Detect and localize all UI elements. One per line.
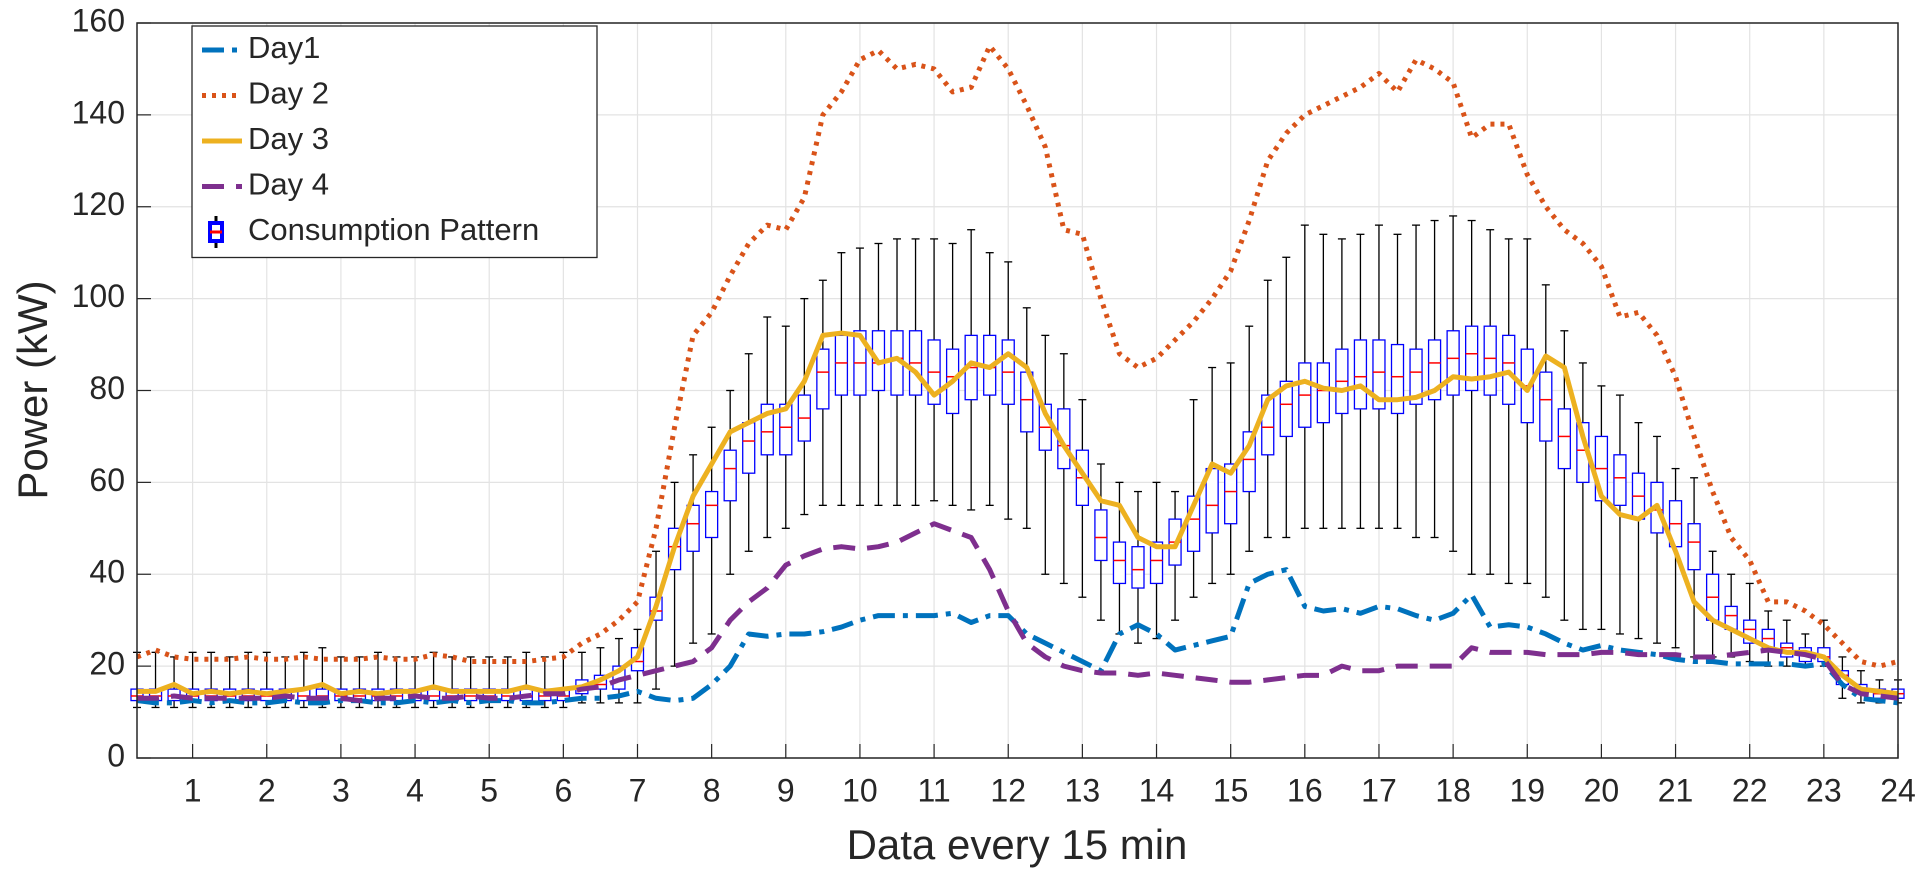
y-tick-label: 40 xyxy=(89,554,125,590)
x-tick-label: 3 xyxy=(332,772,350,808)
x-tick-label: 12 xyxy=(990,772,1026,808)
x-tick-label: 16 xyxy=(1287,772,1323,808)
box xyxy=(1446,330,1460,396)
legend-box xyxy=(191,25,598,259)
line xyxy=(136,43,1899,669)
box xyxy=(779,403,793,456)
box xyxy=(1557,408,1571,470)
x-tick-label: 23 xyxy=(1806,772,1842,808)
legend: Day1 Day 2 Day 3 Day 4 Consumption Pattern xyxy=(191,25,598,259)
legend-label: Day 3 xyxy=(248,121,329,156)
x-tick-label: 19 xyxy=(1509,772,1545,808)
x-tick-label: 9 xyxy=(777,772,795,808)
y-tick-label: 80 xyxy=(89,370,125,406)
box xyxy=(1316,362,1331,424)
box xyxy=(1539,371,1553,442)
box xyxy=(1353,339,1368,410)
box xyxy=(1372,339,1386,410)
axes-frame xyxy=(136,22,1899,759)
plot-area xyxy=(130,43,1905,709)
legend-label: Consumption Pattern xyxy=(248,212,539,247)
x-axis-label: Data every 15 min xyxy=(847,821,1188,868)
x-tick-label: 8 xyxy=(703,772,721,808)
x-tick-label: 14 xyxy=(1139,772,1175,808)
y-tick-label: 20 xyxy=(89,646,125,682)
y-tick-label: 160 xyxy=(72,2,125,38)
box xyxy=(1613,454,1627,506)
x-tick-label: 11 xyxy=(917,772,950,808)
box xyxy=(1687,523,1701,571)
x-tick-label: 24 xyxy=(1880,772,1916,808)
x-tick-label: 5 xyxy=(480,772,498,808)
box xyxy=(686,504,700,552)
x-tick-label: 4 xyxy=(406,772,424,808)
box xyxy=(1224,463,1238,525)
line xyxy=(137,330,1899,697)
y-tick-label: 100 xyxy=(72,278,125,314)
y-tick-label: 120 xyxy=(72,186,125,222)
box xyxy=(834,334,849,396)
x-tick-label: 10 xyxy=(842,772,878,808)
x-tick-label: 20 xyxy=(1584,772,1620,808)
y-tick-label: 0 xyxy=(107,737,125,773)
box xyxy=(742,422,756,474)
legend-label: Day1 xyxy=(248,30,320,65)
x-tick-label: 18 xyxy=(1435,772,1471,808)
box xyxy=(1390,343,1405,415)
x-tick-label: 15 xyxy=(1213,772,1249,808)
legend-label: Day 4 xyxy=(248,167,329,202)
x-tick-label: 22 xyxy=(1732,772,1768,808)
line xyxy=(137,521,1899,704)
x-tick-label: 13 xyxy=(1065,772,1101,808)
x-tick-label: 7 xyxy=(629,772,647,808)
x-tick-label: 6 xyxy=(554,772,572,808)
y-tick-label: 140 xyxy=(72,94,125,130)
box xyxy=(1409,348,1423,405)
y-tick-label: 60 xyxy=(89,462,125,498)
y-axis-label: Power (kW) xyxy=(9,280,56,499)
x-tick-label: 2 xyxy=(258,772,276,808)
box xyxy=(816,348,830,410)
box xyxy=(1131,546,1145,589)
box xyxy=(704,490,719,539)
box xyxy=(723,449,737,502)
box xyxy=(1149,541,1164,585)
legend-label: Day 2 xyxy=(248,76,329,111)
x-tick-label: 21 xyxy=(1658,772,1694,808)
box xyxy=(1094,509,1108,562)
box xyxy=(1279,380,1293,438)
box xyxy=(1465,325,1479,392)
box xyxy=(1112,541,1127,585)
x-tick-label: 1 xyxy=(184,772,202,808)
box xyxy=(1483,325,1497,396)
box xyxy=(1427,339,1442,401)
x-tick-label: 17 xyxy=(1361,772,1397,808)
